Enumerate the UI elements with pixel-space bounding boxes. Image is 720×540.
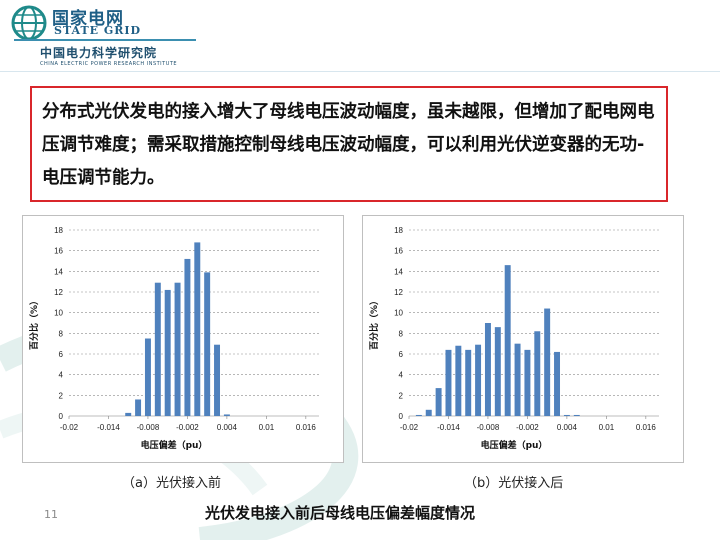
figure-caption: 光伏发电接入前后母线电压偏差幅度情况 bbox=[205, 504, 476, 522]
x-tick-label: 0.01 bbox=[599, 423, 615, 432]
caption-b: （b）光伏接入后 bbox=[464, 476, 564, 491]
x-tick-label: -0.02 bbox=[60, 423, 79, 432]
page-number: 11 bbox=[44, 508, 58, 521]
bar bbox=[534, 331, 541, 416]
chart-b-frame: 0 2 4 6 8 10 12 14 16 18 -0.02 -0.014 -0.008 -0.002 0.… bbox=[362, 215, 684, 463]
bar bbox=[194, 242, 201, 416]
chart-b: 0 2 4 6 8 10 12 14 16 18 -0.02 -0.014 -0.008 -0.002 0.… bbox=[368, 226, 659, 451]
institute-name-en: CHINA ELECTRIC POWER RESEARCH INSTITUTE bbox=[40, 61, 178, 67]
y-tick-label: 10 bbox=[394, 309, 403, 318]
y-tick-label: 6 bbox=[399, 350, 404, 359]
caption-a: （a）光伏接入前 bbox=[122, 476, 221, 491]
bar bbox=[504, 265, 511, 416]
institute-name-cn: 中国电力科学研究院 bbox=[40, 46, 158, 60]
y-tick-label: 2 bbox=[399, 391, 404, 400]
statement-box: 分布式光伏发电的接入增大了母线电压波动幅度，虽未越限，但增加了配电网电压调节难度… bbox=[30, 86, 668, 202]
bar bbox=[135, 399, 142, 416]
bar bbox=[435, 388, 442, 416]
y-tick-label: 6 bbox=[59, 350, 64, 359]
x-tick-label: -0.008 bbox=[477, 423, 500, 432]
bar bbox=[445, 349, 452, 416]
bar bbox=[223, 414, 230, 416]
x-tick-label: 0.01 bbox=[259, 423, 275, 432]
chart-a: 0 2 4 6 8 10 12 14 16 18 -0.02 -0.014 -0.008 -0.002 0.… bbox=[28, 226, 319, 451]
x-axis-label: 电压偏差（pu） bbox=[481, 439, 548, 451]
chart-a-frame: 0 2 4 6 8 10 12 14 16 18 -0.02 -0.014 -0.008 -0.002 0.… bbox=[22, 215, 344, 463]
x-tick-label: 0.004 bbox=[557, 423, 578, 432]
bar bbox=[494, 327, 501, 416]
bar bbox=[465, 349, 472, 416]
logo-title-en: STATE GRID bbox=[54, 24, 142, 37]
y-tick-label: 0 bbox=[59, 412, 64, 421]
y-tick-label: 0 bbox=[399, 412, 404, 421]
bar bbox=[144, 338, 151, 416]
x-tick-label: -0.008 bbox=[137, 423, 160, 432]
y-tick-label: 10 bbox=[54, 309, 63, 318]
x-axis-label: 电压偏差（pu） bbox=[141, 439, 208, 451]
x-tick-label: -0.014 bbox=[97, 423, 120, 432]
header: 国家电网 STATE GRID 中国电力科学研究院 CHINA ELECTRIC… bbox=[0, 0, 720, 72]
y-tick-label: 14 bbox=[394, 267, 403, 276]
bar bbox=[214, 344, 221, 416]
bar bbox=[425, 409, 432, 416]
bar bbox=[563, 414, 570, 416]
bar bbox=[184, 258, 191, 416]
y-tick-label: 12 bbox=[54, 288, 63, 297]
y-axis-label: 百分比（%） bbox=[28, 296, 40, 350]
y-tick-label: 8 bbox=[399, 329, 404, 338]
y-tick-label: 12 bbox=[394, 288, 403, 297]
bar bbox=[125, 412, 132, 416]
y-axis-label: 百分比（%） bbox=[368, 296, 380, 350]
bar bbox=[514, 343, 521, 416]
x-tick-label: 0.016 bbox=[296, 423, 317, 432]
logo-divider bbox=[14, 39, 196, 41]
y-tick-label: 18 bbox=[54, 226, 63, 235]
bar bbox=[455, 345, 462, 416]
x-tick-label: -0.002 bbox=[516, 423, 539, 432]
y-tick-label: 14 bbox=[54, 267, 63, 276]
y-tick-label: 4 bbox=[399, 371, 404, 380]
bar bbox=[524, 349, 531, 416]
bar bbox=[154, 282, 161, 416]
bar bbox=[475, 344, 482, 416]
bar bbox=[415, 414, 422, 416]
x-tick-label: -0.014 bbox=[437, 423, 460, 432]
x-tick-label: -0.002 bbox=[176, 423, 199, 432]
bar bbox=[484, 323, 491, 416]
x-tick-label: 0.016 bbox=[636, 423, 657, 432]
bar bbox=[554, 351, 561, 416]
y-tick-label: 16 bbox=[394, 247, 403, 256]
x-tick-label: -0.02 bbox=[400, 423, 419, 432]
bar bbox=[164, 289, 171, 416]
y-tick-label: 16 bbox=[54, 247, 63, 256]
logo-title-cn: 国家电网 bbox=[52, 9, 124, 29]
y-tick-label: 8 bbox=[59, 329, 64, 338]
statement-text: 分布式光伏发电的接入增大了母线电压波动幅度，虽未越限，但增加了配电网电压调节难度… bbox=[42, 102, 655, 188]
y-tick-label: 18 bbox=[394, 226, 403, 235]
bar bbox=[174, 282, 181, 416]
bar bbox=[573, 414, 580, 416]
bar bbox=[544, 308, 551, 416]
header-rule bbox=[0, 71, 720, 72]
x-tick-label: 0.004 bbox=[217, 423, 238, 432]
bar bbox=[204, 272, 211, 416]
state-grid-logo-icon bbox=[11, 5, 47, 41]
y-tick-label: 2 bbox=[59, 391, 64, 400]
y-tick-label: 4 bbox=[59, 371, 64, 380]
